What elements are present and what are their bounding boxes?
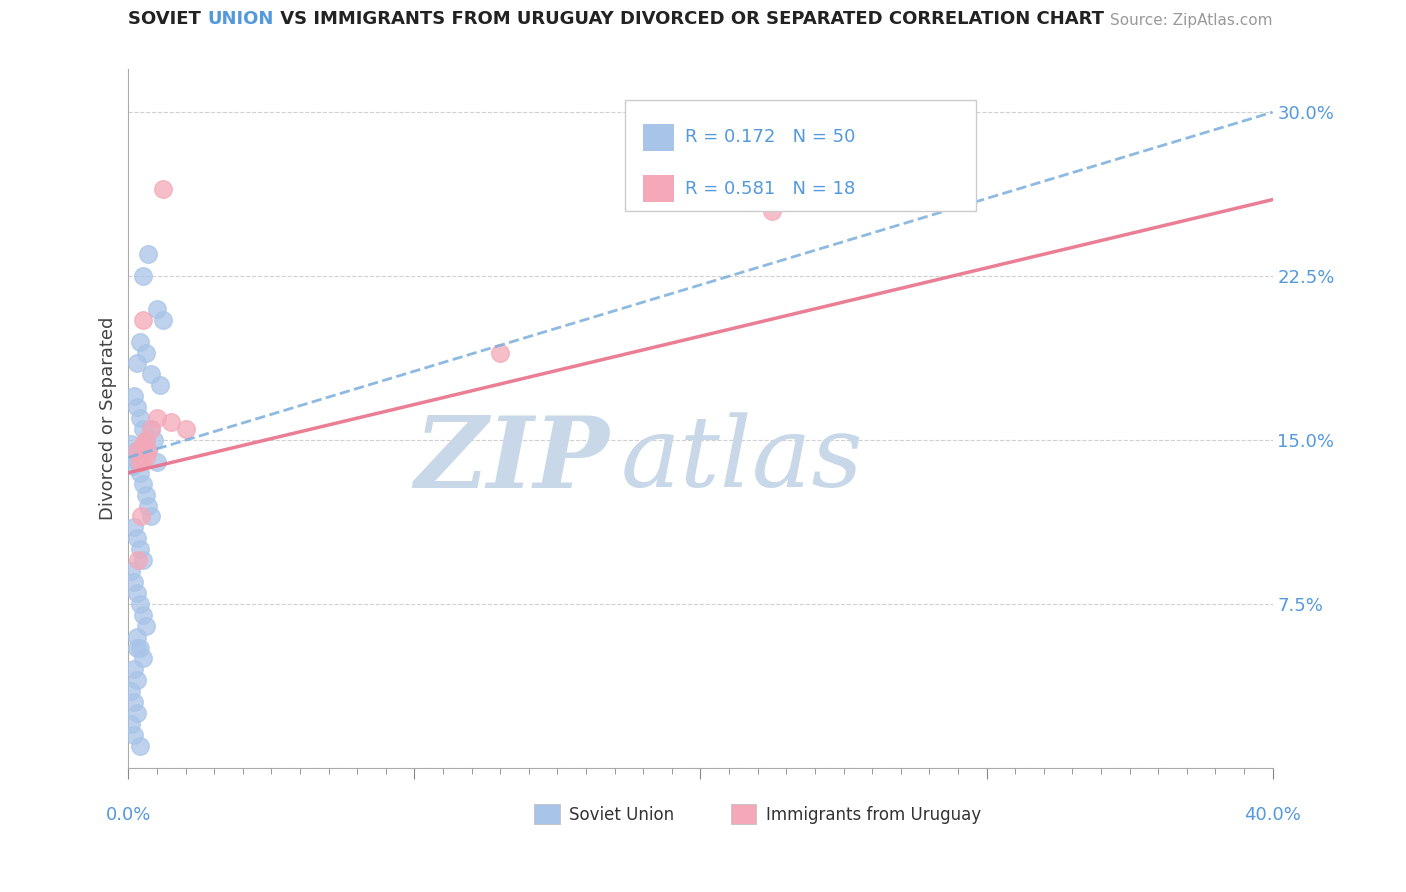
Text: UNION: UNION [208,11,274,29]
Point [125,400,148,414]
Point [135,345,157,359]
Point [121,459,143,474]
Point [129,542,152,557]
Point [129,640,152,655]
Text: 0.0%: 0.0% [105,806,152,824]
Point [122,574,145,589]
Point [141,422,163,436]
Point [127,553,149,567]
Point [135,433,157,447]
Text: VS IMMIGRANTS FROM URUGUAY DIVORCED OR SEPARATED CORRELATION CHART: VS IMMIGRANTS FROM URUGUAY DIVORCED OR S… [274,11,1104,29]
Point [125,640,148,655]
Point [132,422,155,436]
Point [132,651,155,665]
Point [138,247,160,261]
Point [135,433,157,447]
Point [120,684,142,698]
Point [160,416,183,430]
Point [129,597,152,611]
Text: Source: ZipAtlas.com: Source: ZipAtlas.com [1109,13,1272,29]
Point [132,437,155,451]
Point [125,630,148,644]
Point [129,466,152,480]
Point [138,443,160,458]
Text: R = 0.172   N = 50: R = 0.172 N = 50 [685,128,856,146]
Point [129,455,152,469]
Point [122,695,145,709]
Point [134,448,156,462]
Text: 40.0%: 40.0% [1244,806,1301,824]
Point [141,422,163,436]
Point [122,520,145,534]
Point [143,433,166,447]
Point [120,564,142,578]
Point [132,607,155,622]
Point [129,739,152,753]
Point [132,553,155,567]
Point [141,368,163,382]
Point [129,334,152,349]
Point [141,509,163,524]
Point [152,182,174,196]
Point [138,499,160,513]
Point [129,411,152,425]
Point [125,443,148,458]
Point [761,203,783,218]
Point [122,450,145,465]
Point [122,728,145,742]
Text: Soviet Union: Soviet Union [569,805,675,824]
Point [122,662,145,676]
Point [135,450,157,465]
Point [131,509,153,524]
Point [125,673,148,688]
Text: R = 0.581   N = 18: R = 0.581 N = 18 [685,179,855,198]
Point [125,356,148,370]
Point [125,706,148,720]
Point [132,269,155,284]
Point [129,455,152,469]
Point [146,411,169,425]
Point [138,443,160,458]
Point [146,301,169,316]
Point [146,455,169,469]
Text: Immigrants from Uruguay: Immigrants from Uruguay [766,805,981,824]
Text: SOVIET: SOVIET [128,11,208,29]
Point [132,313,155,327]
Y-axis label: Divorced or Separated: Divorced or Separated [100,317,117,520]
Point [152,313,174,327]
Point [120,717,142,731]
Text: atlas: atlas [620,412,863,508]
Point [135,618,157,632]
Point [120,437,142,451]
Point [149,378,172,392]
Point [135,487,157,501]
Point [122,389,145,403]
Text: ZIP: ZIP [413,412,609,508]
Point [125,531,148,545]
Point [132,476,155,491]
Point [125,586,148,600]
Point [124,443,146,458]
Point [125,455,148,469]
Point [489,345,512,359]
Point [174,422,197,436]
